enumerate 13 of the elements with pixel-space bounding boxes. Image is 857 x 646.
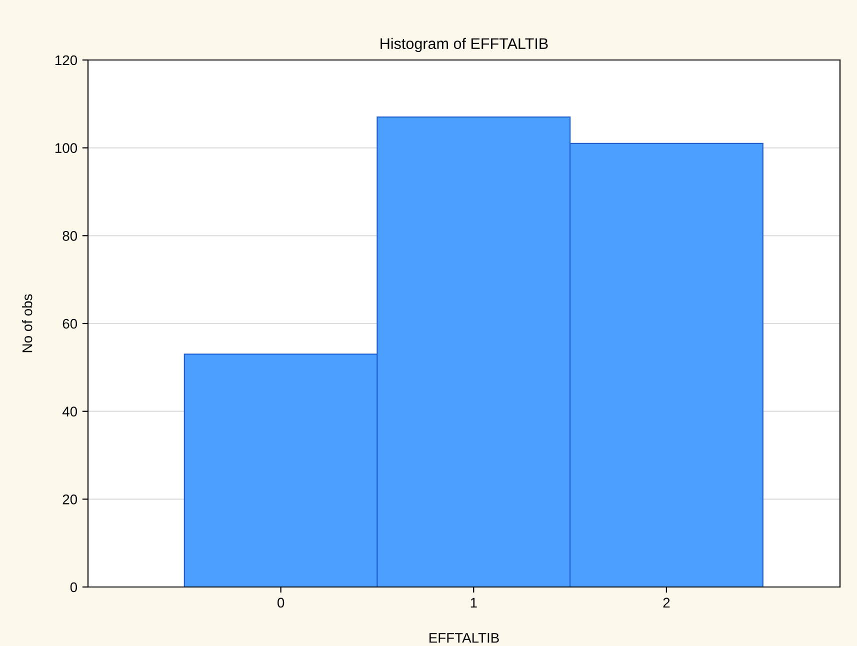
x-tick-label: 1 <box>470 598 477 608</box>
x-tick-label: 2 <box>663 598 670 608</box>
y-tick-label: 20 <box>62 494 78 504</box>
x-axis-title: EFFTALTIB <box>430 633 499 643</box>
y-tick-label: 60 <box>62 318 78 329</box>
y-axis-title: No of obs <box>22 294 32 352</box>
x-tick-label: 0 <box>278 598 284 608</box>
chart-title: Histogram of EFFTALTIB <box>380 38 548 52</box>
y-tick-label: 120 <box>55 55 78 66</box>
y-tick-label: 100 <box>55 143 78 154</box>
y-tick-label: 0 <box>70 582 78 592</box>
y-tick-label: 40 <box>62 406 78 417</box>
y-tick-label: 80 <box>62 231 78 241</box>
